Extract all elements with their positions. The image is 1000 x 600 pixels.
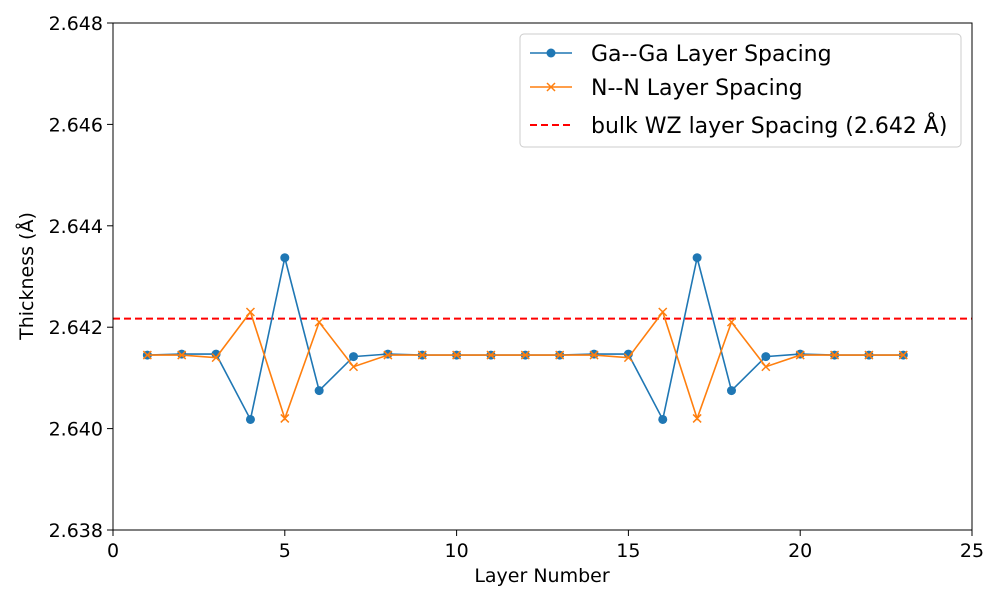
data-point: [177, 350, 187, 360]
data-point: [383, 350, 393, 360]
data-point: [658, 307, 668, 317]
data-point: [692, 413, 702, 423]
axes-frame: [112, 22, 973, 531]
data-point: [280, 253, 290, 263]
data-point: [726, 386, 736, 396]
data-point: [314, 317, 324, 327]
series-line: [147, 310, 904, 421]
x-axis-label: Layer Number: [474, 565, 610, 587]
x-tick-label: 5: [279, 540, 291, 562]
legend-box: [519, 33, 962, 148]
x-axis: 0 5 10 15 20 25: [107, 530, 984, 562]
data-point: [142, 350, 152, 360]
y-tick-label: 2.648: [49, 13, 103, 35]
series-line: [147, 257, 904, 422]
x-tick-label: 20: [788, 540, 812, 562]
data-point: [417, 350, 427, 360]
legend-label: Ga--Ga Layer Spacing: [591, 42, 832, 67]
data-point: [486, 350, 496, 360]
data-point: [280, 413, 290, 423]
y-tick-label: 2.646: [49, 114, 103, 136]
data-point: [314, 386, 324, 396]
legend-marker: [546, 48, 556, 58]
x-tick-label: 15: [616, 540, 640, 562]
y-tick-label: 2.638: [49, 520, 103, 542]
legend-marker: [546, 82, 556, 92]
data-point: [589, 350, 599, 360]
legend-item: bulk WZ layer Spacing (2.642 Å): [530, 112, 947, 139]
data-point: [726, 317, 737, 327]
data-point: [623, 353, 633, 363]
y-tick-label: 2.642: [49, 317, 103, 339]
data-point: [761, 362, 771, 372]
legend-item: N--N Layer Spacing: [530, 76, 803, 101]
x-tick-label: 10: [445, 540, 469, 562]
series-n-n: [142, 307, 908, 423]
data-point: [349, 352, 359, 362]
data-point: [898, 350, 908, 360]
plot-area: [113, 253, 972, 424]
data-point: [452, 350, 462, 360]
y-tick-label: 2.644: [49, 216, 103, 238]
data-point: [761, 352, 771, 362]
data-point: [211, 353, 221, 363]
legend: Ga--Ga Layer Spacing N--N Layer Spacing bu…: [519, 33, 962, 148]
data-point: [555, 350, 565, 360]
legend-label: bulk WZ layer Spacing (2.642 Å): [591, 112, 947, 139]
data-point: [520, 350, 530, 360]
legend-label: N--N Layer Spacing: [591, 76, 803, 101]
x-tick-label: 0: [107, 540, 119, 562]
data-point: [245, 307, 255, 317]
data-point: [658, 414, 668, 424]
data-point: [864, 350, 874, 360]
y-axis: 2.638 2.640 2.642 2.644 2.646 2.648: [49, 13, 113, 542]
data-point: [245, 414, 255, 424]
y-tick-label: 2.640: [49, 419, 103, 441]
legend-item: Ga--Ga Layer Spacing: [530, 42, 832, 67]
y-axis-label: Thickness (Å): [15, 212, 38, 341]
data-point: [348, 362, 359, 372]
data-point: [830, 350, 840, 360]
x-tick-label: 25: [960, 540, 984, 562]
series-ga-ga: [142, 253, 908, 424]
data-point: [692, 253, 702, 263]
data-point: [795, 350, 805, 360]
